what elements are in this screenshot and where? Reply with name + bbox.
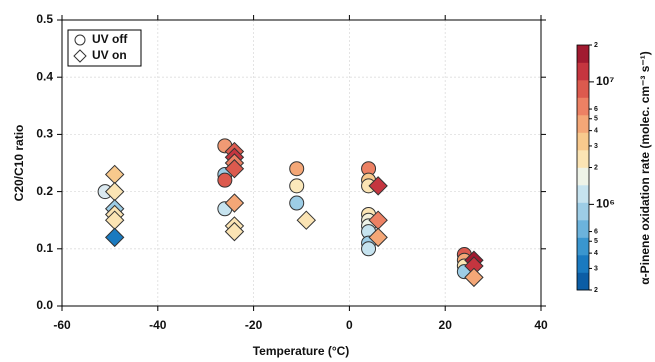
- colorbar-tick-label: 4: [594, 127, 598, 134]
- colorbar-tick-label: 10⁶: [596, 197, 615, 211]
- colorbar-segment: [577, 202, 589, 221]
- y-tick-label: 0.5: [36, 12, 53, 26]
- diamond-marker: [224, 221, 245, 242]
- colorbar-tick-label: 10⁷: [596, 74, 614, 88]
- diamond-marker: [368, 176, 388, 196]
- legend-label: UV off: [92, 32, 128, 46]
- x-tick-label: -40: [149, 318, 167, 332]
- circle-marker: [361, 241, 377, 257]
- plot-frame: [61, 19, 542, 307]
- y-tick-label: 0.3: [36, 127, 53, 141]
- colorbar-tick-label: 2: [594, 164, 598, 171]
- colorbar-tick-label: 4: [594, 250, 598, 257]
- diamond-marker: [104, 227, 125, 248]
- y-tick-label: 0.2: [36, 184, 53, 198]
- diamond-marker: [104, 164, 125, 185]
- colorbar-segment: [577, 97, 589, 116]
- diamond-marker: [368, 227, 388, 248]
- colorbar-tick-label: 6: [594, 228, 598, 235]
- colorbar-label: α-Pinene oxidation rate (molec. cm⁻³ s⁻¹…: [638, 51, 652, 284]
- colorbar-tick-label: 3: [594, 265, 598, 272]
- x-tick-label: 0: [346, 318, 353, 332]
- colorbar-segment: [577, 237, 589, 256]
- colorbar-segment: [577, 45, 589, 63]
- colorbar-segment: [577, 62, 589, 81]
- legend-label: UV on: [92, 48, 127, 62]
- legend-marker: [74, 34, 86, 46]
- diamond-marker: [224, 159, 245, 179]
- x-tick-label: 40: [534, 318, 548, 332]
- diamond-marker: [224, 193, 245, 213]
- colorbar-tick-label: 2: [594, 42, 598, 49]
- colorbar-segment: [577, 220, 589, 238]
- y-tick-label: 0.4: [36, 69, 53, 83]
- x-tick-label: -60: [53, 318, 71, 332]
- colorbar-segment: [577, 115, 589, 133]
- colorbar-segment: [577, 185, 589, 203]
- colorbar-segment: [577, 255, 589, 273]
- y-axis-label: C20/C10 ratio: [12, 125, 26, 202]
- circle-marker: [289, 161, 305, 177]
- colorbar-tick-label: 5: [594, 116, 598, 123]
- colorbar-segment: [577, 132, 589, 151]
- diamond-marker: [296, 210, 316, 230]
- colorbar-segment: [577, 272, 589, 291]
- y-tick-label: 0.1: [36, 241, 53, 255]
- colorbar-segment: [577, 80, 589, 98]
- colorbar-tick-label: 6: [594, 106, 598, 113]
- circle-marker: [217, 172, 233, 188]
- colorbar-segment: [577, 150, 589, 168]
- x-tick-label: 20: [439, 318, 453, 332]
- colorbar-tick-label: 3: [594, 143, 598, 150]
- diamond-marker: [464, 267, 484, 288]
- circle-marker: [289, 195, 305, 211]
- colorbar-tick-label: 5: [594, 238, 598, 245]
- x-tick-label: -20: [245, 318, 263, 332]
- colorbar-tick-label: 2: [594, 287, 598, 294]
- y-tick-label: 0.0: [36, 298, 53, 312]
- legend-marker: [73, 49, 87, 63]
- circle-marker: [289, 178, 305, 194]
- colorbar-segment: [577, 167, 589, 186]
- x-axis-label: Temperature (°C): [253, 344, 350, 358]
